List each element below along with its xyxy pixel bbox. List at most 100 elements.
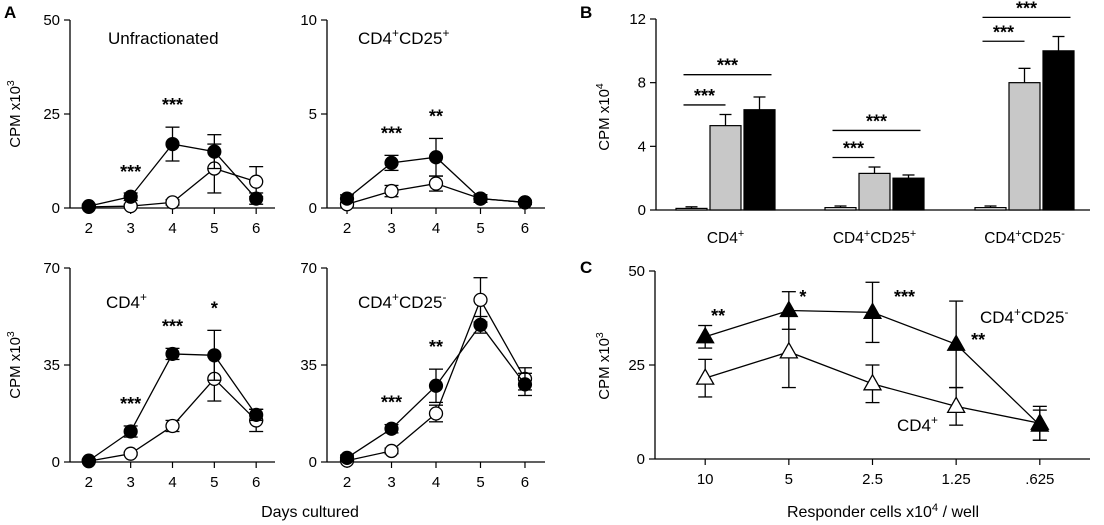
data-point-open (165, 195, 180, 210)
series-line (88, 353, 257, 462)
x-tick-label: 2 (343, 220, 351, 237)
significance-marker: *** (381, 393, 402, 413)
y-tick-label: 8 (638, 75, 646, 92)
x-tick-label: 3 (387, 220, 395, 237)
x-tick-label: 2 (85, 474, 93, 491)
data-point-filled (473, 191, 488, 206)
data-point-filled (428, 378, 444, 393)
y-axis-label: CPM x103 (5, 331, 24, 399)
x-tick-label: 3 (126, 474, 134, 491)
significance-marker: *** (381, 123, 402, 143)
y-tick-label: 35 (300, 357, 317, 374)
y-tick-label: 50 (628, 263, 645, 280)
y-tick-label: 0 (309, 454, 317, 471)
x-tick-label: 6 (252, 474, 260, 491)
x-tick-label: 3 (126, 220, 134, 237)
y-tick-label: 0 (638, 202, 646, 219)
x-tick-label: 6 (521, 474, 529, 491)
chart-title: CD4+ (106, 290, 147, 312)
bar-black (1042, 50, 1075, 211)
y-tick-label: 0 (52, 454, 60, 471)
data-point-filled (249, 407, 264, 422)
x-tick-label: 5 (476, 474, 484, 491)
a-x-axis-label: Days cultured (261, 504, 359, 521)
significance-marker: ** (711, 306, 725, 326)
y-tick-label: 25 (43, 106, 60, 123)
x-tick-label: 6 (252, 220, 260, 237)
significance-marker: *** (120, 162, 141, 182)
data-point-filled (81, 199, 96, 214)
x-tick-label: 5 (785, 471, 793, 488)
data-point-filled (249, 191, 264, 206)
data-point-filled (517, 195, 533, 210)
bar-white (824, 207, 857, 211)
data-point-filled-triangle (862, 302, 883, 319)
data-point-open (473, 292, 488, 308)
bar-gray (1008, 82, 1041, 211)
significance-marker: *** (694, 86, 715, 106)
x-tick-label: 3 (387, 474, 395, 491)
panel-letter-b: B (580, 3, 592, 22)
significance-marker: *** (162, 95, 183, 115)
x-tick-label: 4 (432, 474, 440, 491)
error-bar (207, 134, 222, 170)
significance-marker: * (211, 298, 218, 318)
data-point-filled (384, 155, 399, 170)
data-point-filled-triangle (946, 334, 966, 351)
data-point-filled (339, 450, 355, 465)
significance-marker: *** (993, 22, 1014, 42)
y-axis-label: CPM x103 (594, 332, 613, 400)
y-tick-label: 25 (628, 357, 645, 374)
significance-marker: *** (717, 56, 738, 76)
y-tick-label: 10 (300, 12, 317, 29)
significance-marker: *** (894, 287, 915, 307)
data-point-filled (123, 424, 138, 439)
x-tick-label: 10 (697, 471, 714, 488)
y-tick-label: 0 (637, 451, 645, 468)
y-axis-label: CPM x104 (594, 83, 613, 151)
y-tick-label: 35 (43, 357, 60, 374)
data-point-filled (207, 348, 222, 363)
data-point-open (249, 174, 264, 189)
category-label: CD4+CD25- (984, 228, 1065, 247)
x-tick-label: 4 (432, 220, 440, 237)
data-point-open (123, 446, 138, 461)
x-tick-label: 5 (210, 474, 218, 491)
chart-a1-unfractionated: 0 25 50 2 3 4 5 6 *** *** Unfractionated CPM x103 (5, 12, 275, 237)
x-tick-label: .625 (1025, 471, 1054, 488)
data-point-open-triangle (695, 367, 715, 385)
y-axis-label: CPM x103 (5, 80, 24, 148)
data-point-filled-triangle (779, 300, 799, 318)
data-point-open-triangle (946, 396, 966, 414)
series-label-cd4: CD4+ (897, 413, 938, 435)
x-axis-label: Responder cells x104 / well (787, 502, 979, 521)
x-tick-label: 5 (210, 220, 218, 237)
y-tick-label: 70 (300, 260, 317, 277)
data-point-open (428, 406, 444, 421)
significance-marker: *** (866, 111, 887, 131)
data-point-filled (517, 377, 533, 392)
significance-marker: *** (1016, 0, 1037, 18)
series-label-cd4-cd25-neg: CD4+CD25- (980, 305, 1068, 327)
bar-gray (709, 125, 742, 211)
x-tick-label: 2 (85, 220, 93, 237)
chart-title: CD4+CD25+ (358, 26, 449, 48)
y-tick-label: 0 (309, 200, 317, 217)
significance-marker: *** (162, 316, 183, 336)
bar-black (743, 109, 776, 211)
x-tick-label: 2 (343, 474, 351, 491)
data-point-filled (384, 421, 399, 436)
data-point-open (165, 418, 180, 434)
y-tick-label: 5 (309, 106, 317, 123)
data-point-open (428, 176, 444, 191)
category-label: CD4+ (707, 228, 744, 247)
data-point-filled (81, 453, 96, 468)
data-point-filled (339, 191, 355, 206)
data-point-filled (207, 144, 222, 159)
